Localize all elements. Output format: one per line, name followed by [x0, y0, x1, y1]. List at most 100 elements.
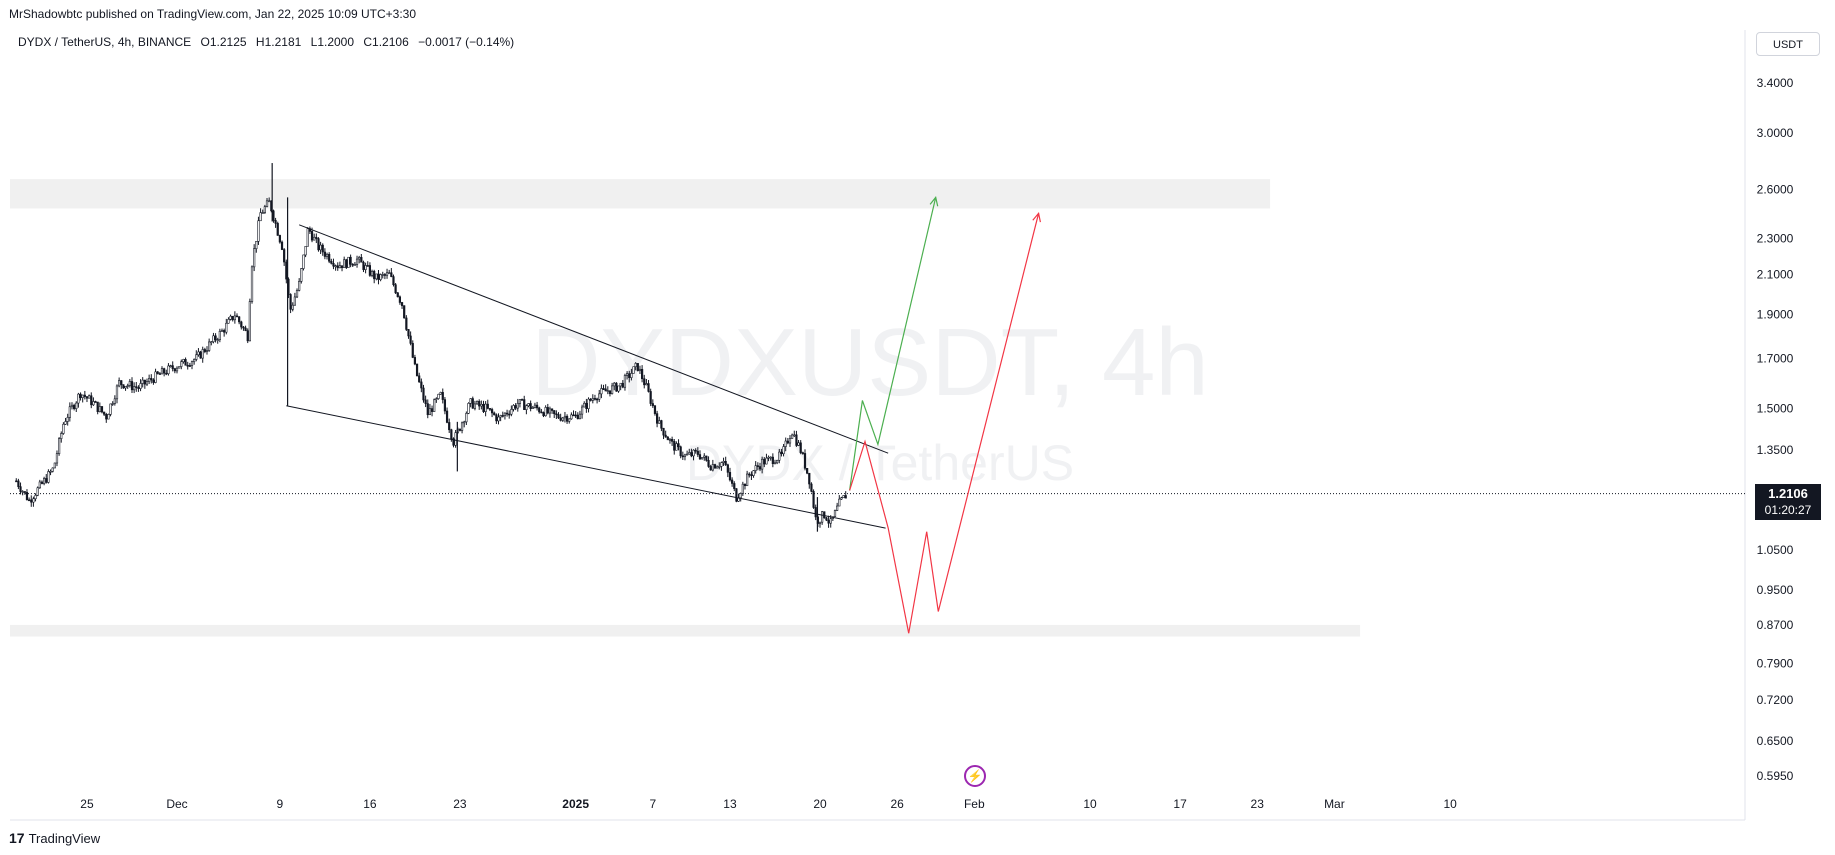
candle-body: [225, 322, 228, 333]
candle-body: [118, 380, 121, 387]
candle-body: [418, 375, 421, 383]
candle-body: [98, 406, 101, 413]
candle-body: [692, 449, 695, 457]
candle-body: [28, 499, 31, 502]
candle-body: [424, 399, 427, 404]
candle-body: [55, 453, 59, 464]
candle-body: [394, 284, 397, 294]
y-tick-label: 1.3500: [1757, 443, 1794, 457]
candle-body: [163, 368, 166, 374]
candle-body: [287, 278, 290, 295]
candle-body: [317, 238, 320, 251]
candle-body: [454, 432, 457, 446]
candle-body: [471, 398, 474, 409]
candle-body: [197, 351, 200, 356]
candle-body: [240, 321, 243, 328]
candle-body: [720, 462, 723, 467]
lightning-icon[interactable]: ⚡: [964, 765, 986, 787]
candle-body: [525, 405, 528, 410]
candle-body: [733, 483, 736, 489]
candle-body: [263, 206, 266, 213]
candle-body: [70, 404, 74, 408]
candle-body: [698, 454, 702, 460]
candle-body: [205, 350, 209, 352]
candle-body: [829, 518, 832, 524]
candle-body: [456, 428, 459, 433]
candle-body: [413, 357, 417, 365]
candle-body: [128, 381, 131, 386]
last-price-tag: 1.2106 01:20:27: [1755, 484, 1821, 520]
candle-body: [776, 460, 779, 464]
y-tick-label: 2.1000: [1757, 268, 1794, 282]
candle-body: [156, 371, 159, 374]
candle-body: [400, 302, 404, 306]
candle-body: [88, 395, 91, 399]
candle-body: [358, 257, 361, 260]
candle-body: [283, 249, 286, 263]
candle-body: [450, 429, 453, 440]
candle-body: [662, 427, 665, 436]
candle-body: [366, 265, 369, 267]
candle-body: [503, 412, 507, 416]
candle-body: [602, 388, 605, 390]
candle-body: [62, 423, 65, 434]
candle-body: [480, 403, 483, 407]
candle-body: [201, 349, 204, 359]
candle-body: [32, 498, 35, 503]
candle-body: [120, 380, 123, 385]
candle-body: [683, 454, 687, 457]
candle-body: [321, 244, 324, 253]
candle-body: [840, 497, 843, 500]
x-tick-label: 10: [1083, 797, 1097, 811]
candle-body: [572, 414, 575, 417]
candle-body: [338, 265, 341, 269]
candle-body: [808, 472, 811, 485]
candle-body: [565, 415, 569, 422]
candle-body: [548, 408, 552, 414]
candle-body: [591, 398, 594, 401]
candle-body: [726, 464, 729, 473]
candle-body: [203, 349, 206, 352]
legend-change: −0.0017 (−0.14%): [418, 35, 515, 49]
candle-body: [651, 403, 654, 406]
watermark-symbol: DYDXUSDT, 4h: [531, 309, 1209, 416]
candle-body: [75, 402, 78, 410]
candle-body: [220, 330, 224, 332]
tradingview-logo[interactable]: 17 TradingView: [9, 830, 100, 846]
candle-body: [533, 404, 537, 408]
candle-body: [133, 386, 136, 391]
candle-body: [836, 505, 839, 511]
x-tick-label: 16: [363, 797, 377, 811]
currency-button[interactable]: USDT: [1756, 32, 1820, 56]
candle-body: [351, 263, 354, 266]
candle-body: [486, 403, 489, 409]
candle-body: [79, 393, 82, 398]
candle-body: [767, 456, 770, 459]
candle-body: [752, 470, 755, 476]
y-tick-label: 3.0000: [1757, 126, 1794, 140]
candle-body: [428, 408, 432, 416]
candle-body: [19, 486, 22, 492]
candle-body: [600, 388, 603, 395]
candle-body: [107, 414, 110, 420]
candle-body: [758, 466, 762, 470]
candle-body: [169, 365, 172, 367]
candle-body: [21, 491, 24, 493]
candle-body: [812, 491, 815, 508]
candle-body: [336, 265, 339, 269]
candle-body: [435, 398, 438, 401]
candle-body: [60, 433, 63, 439]
candle-body: [825, 517, 828, 521]
candle-body: [523, 399, 526, 410]
candle-body: [838, 498, 841, 507]
candle-body: [433, 399, 436, 412]
candle-body: [17, 480, 20, 487]
y-tick-label: 0.8700: [1757, 618, 1794, 632]
candle-body: [737, 497, 740, 502]
candle-body: [409, 335, 412, 344]
candle-body: [748, 473, 751, 476]
candle-body: [448, 422, 451, 431]
legend-symbol[interactable]: DYDX / TetherUS, 4h, BINANCE: [18, 35, 192, 49]
candle-body: [272, 210, 275, 221]
